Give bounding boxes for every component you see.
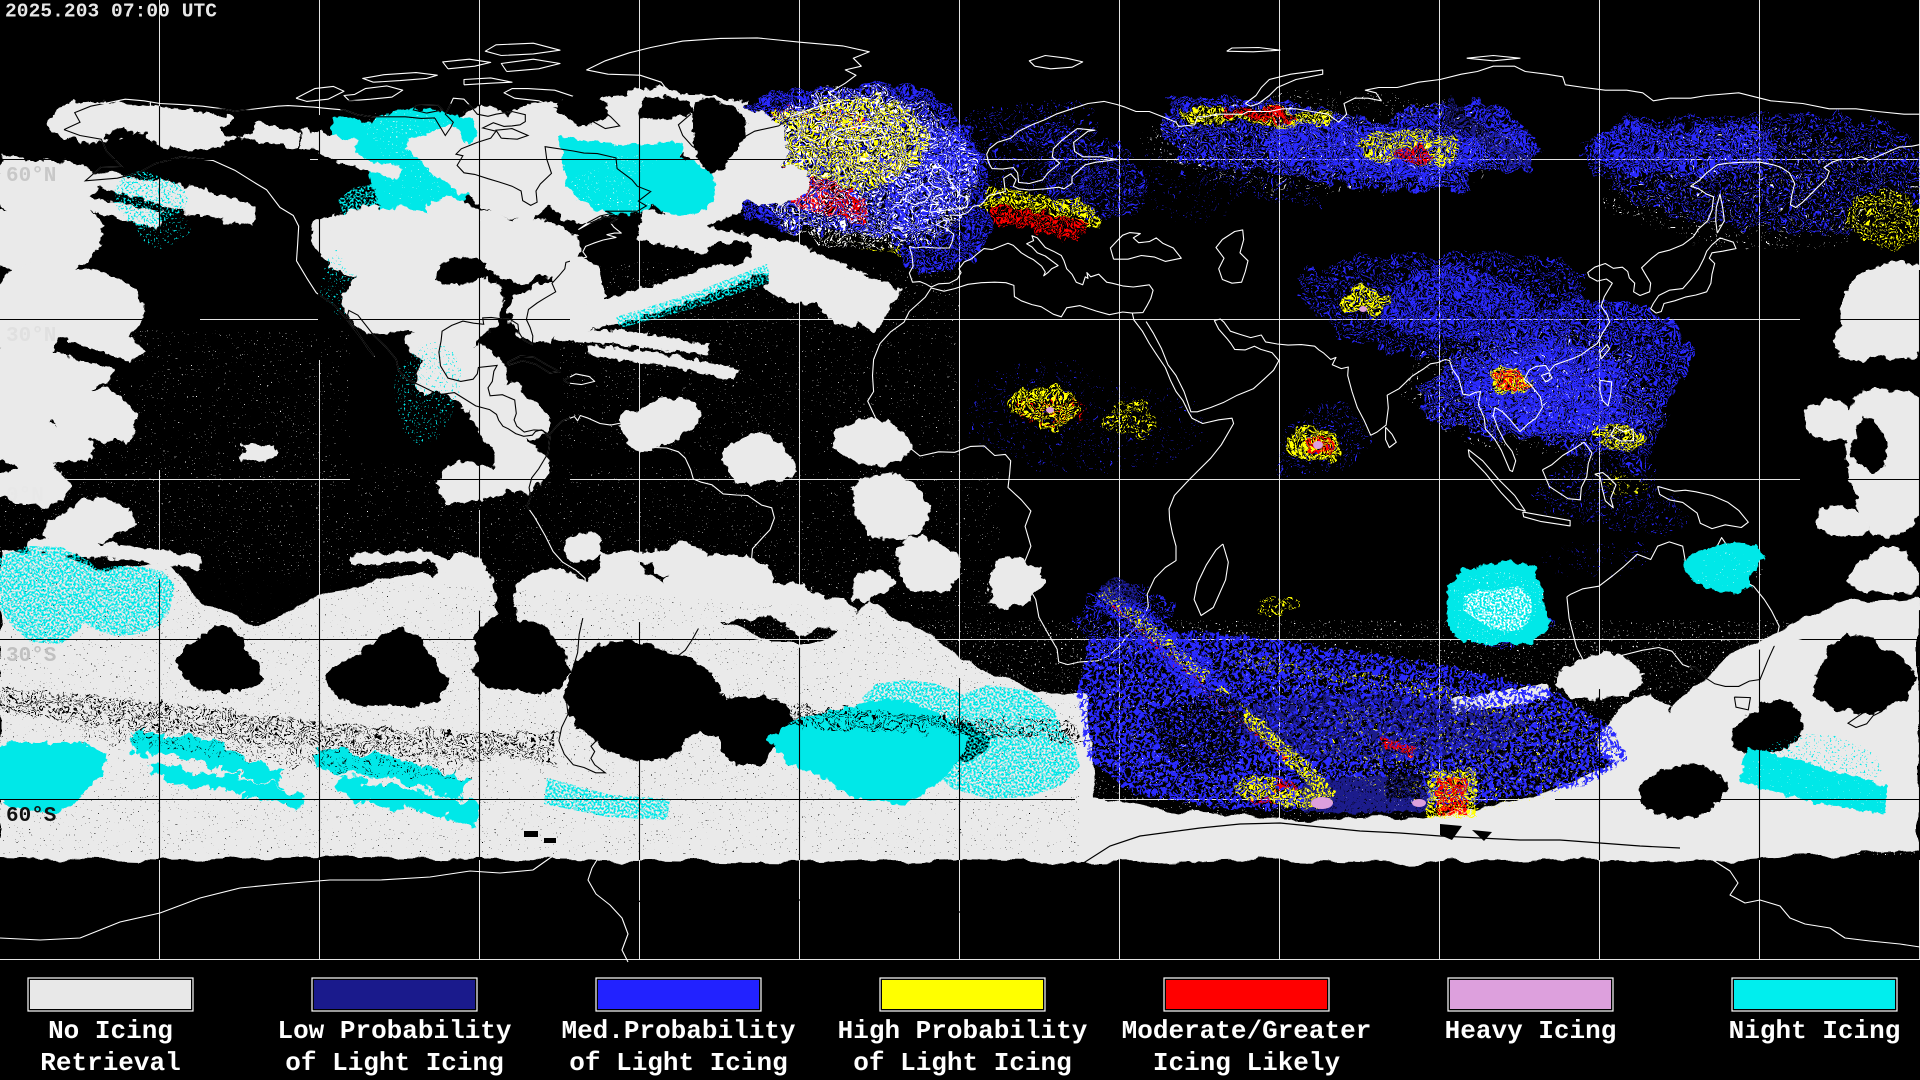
- svg-text:Med.Probability: Med.Probability: [561, 1016, 795, 1046]
- svg-text:of Light Icing: of Light Icing: [853, 1048, 1071, 1078]
- svg-text:30°S: 30°S: [6, 645, 56, 668]
- svg-text:Icing Likely: Icing Likely: [1153, 1048, 1341, 1078]
- svg-text:Low Probability: Low Probability: [277, 1016, 511, 1046]
- svg-text:60°N: 60°N: [6, 165, 56, 188]
- svg-text:Retrieval: Retrieval: [40, 1048, 180, 1078]
- svg-text:60°S: 60°S: [6, 805, 56, 828]
- svg-text:30°N: 30°N: [6, 325, 56, 348]
- svg-text:Night Icing: Night Icing: [1729, 1016, 1901, 1046]
- svg-text:No Icing: No Icing: [48, 1016, 173, 1046]
- svg-text:of Light Icing: of Light Icing: [285, 1048, 503, 1078]
- svg-text:0°N: 0°N: [6, 485, 44, 508]
- svg-text:of Light Icing: of Light Icing: [569, 1048, 787, 1078]
- svg-text:Heavy Icing: Heavy Icing: [1445, 1016, 1617, 1046]
- svg-text:Moderate/Greater: Moderate/Greater: [1122, 1016, 1372, 1046]
- svg-text:2025.203 07:00 UTC: 2025.203 07:00 UTC: [5, 1, 217, 23]
- svg-text:High Probability: High Probability: [838, 1016, 1088, 1046]
